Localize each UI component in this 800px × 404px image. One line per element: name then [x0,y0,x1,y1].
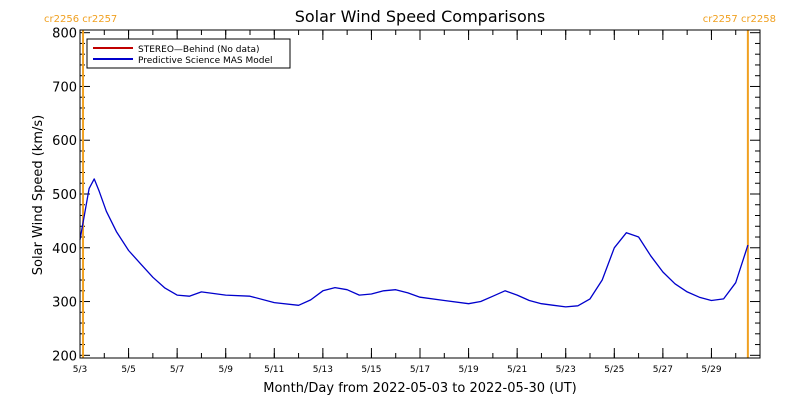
legend-label: Predictive Science MAS Model [138,56,273,66]
x-tick-label: 5/13 [313,365,333,375]
legend: STEREO—Behind (No data)Predictive Scienc… [86,38,291,69]
x-tick-label: 5/17 [410,365,430,375]
series-line-mas-model [79,178,749,308]
y-axis-label: Solar Wind Speed (km/s) [31,115,46,275]
carrington-marker-label: cr2257 cr2258 [703,14,776,25]
x-tick-label: 5/21 [507,365,527,375]
series-layer [79,178,749,308]
y-tick-label: 200 [52,349,77,364]
y-tick-label: 800 [52,27,77,42]
x-tick-label: 5/9 [218,365,233,375]
x-tick-label: 5/3 [73,365,87,375]
legend-label: STEREO—Behind (No data) [138,45,260,55]
carrington-markers: cr2256 cr2257 cr2257 cr2258 [44,14,776,358]
y-tick-label: 400 [52,242,77,257]
x-tick-label: 5/23 [556,365,576,375]
legend-box [86,38,291,69]
x-tick-label: 5/27 [653,365,673,375]
plot-frame [79,29,761,359]
y-tick-label: 700 [52,80,77,95]
y-tick-label: 600 [52,134,77,149]
x-tick-label: 5/25 [604,365,624,375]
x-tick-label: 5/15 [361,365,381,375]
y-tick-label: 300 [52,296,77,311]
x-axis-ticks: 5/3 5/5 5/7 5/9 5/11 5/13 5/15 5/17 5/19 5/21 5/23… [73,30,737,375]
x-tick-label: 5/5 [121,365,135,375]
x-tick-label: 5/29 [701,365,721,375]
x-tick-label: 5/7 [170,365,184,375]
x-tick-label: 5/11 [264,365,284,375]
chart-title: Solar Wind Speed Comparisons [295,7,546,26]
x-tick-label: 5/19 [458,365,478,375]
y-tick-label: 500 [52,188,77,203]
carrington-marker-label: cr2256 cr2257 [44,14,117,25]
x-axis-label: Month/Day from 2022-05-03 to 2022-05-30 … [263,381,576,396]
